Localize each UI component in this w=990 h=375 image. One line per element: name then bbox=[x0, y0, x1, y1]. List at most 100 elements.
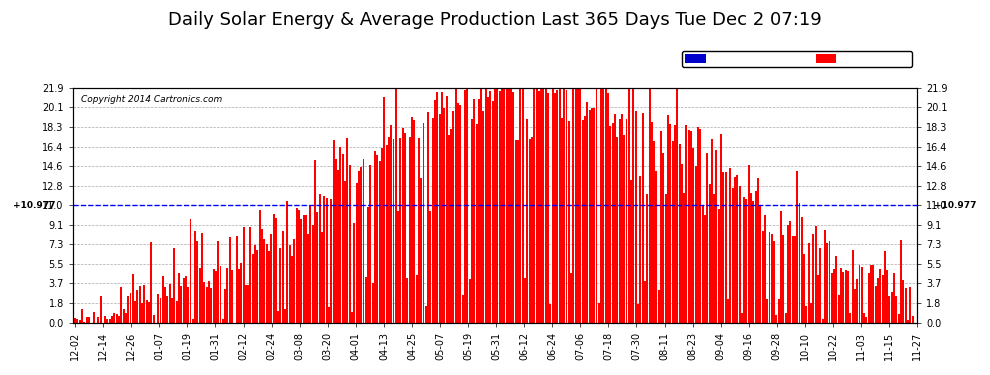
Bar bbox=[713, 194, 715, 323]
Bar bbox=[258, 210, 260, 323]
Bar bbox=[116, 314, 118, 323]
Bar bbox=[847, 271, 849, 323]
Bar bbox=[836, 256, 838, 323]
Bar bbox=[660, 131, 662, 323]
Bar bbox=[549, 304, 551, 323]
Bar bbox=[310, 204, 312, 323]
Bar bbox=[485, 88, 487, 323]
Bar bbox=[161, 276, 163, 323]
Bar bbox=[732, 188, 734, 323]
Bar bbox=[324, 196, 326, 323]
Bar bbox=[510, 89, 512, 323]
Bar bbox=[146, 300, 148, 323]
Bar bbox=[849, 312, 851, 323]
Bar bbox=[76, 320, 78, 323]
Bar bbox=[487, 97, 489, 323]
Bar bbox=[884, 251, 886, 323]
Bar bbox=[178, 273, 180, 323]
Bar bbox=[861, 267, 862, 323]
Bar bbox=[739, 186, 741, 323]
Bar bbox=[340, 147, 342, 323]
Bar bbox=[135, 300, 136, 323]
Text: +10.977: +10.977 bbox=[14, 201, 56, 210]
Bar bbox=[815, 226, 817, 323]
Bar bbox=[404, 133, 406, 323]
Bar bbox=[650, 122, 652, 323]
Bar bbox=[727, 299, 729, 323]
Bar bbox=[81, 309, 83, 323]
Bar bbox=[513, 92, 515, 323]
Bar bbox=[520, 88, 522, 323]
Bar bbox=[730, 168, 732, 323]
Bar bbox=[229, 237, 231, 323]
Bar bbox=[874, 286, 876, 323]
Bar bbox=[711, 139, 713, 323]
Bar bbox=[319, 194, 321, 323]
Bar bbox=[298, 210, 300, 323]
Bar bbox=[208, 280, 210, 323]
Bar bbox=[220, 266, 222, 323]
Bar bbox=[870, 265, 872, 323]
Bar bbox=[716, 150, 718, 323]
Bar bbox=[447, 135, 449, 323]
Bar bbox=[303, 215, 305, 323]
Bar bbox=[210, 288, 212, 323]
Bar bbox=[342, 154, 344, 323]
Bar bbox=[547, 93, 549, 323]
Bar bbox=[492, 101, 494, 323]
Bar bbox=[402, 128, 404, 323]
Bar bbox=[206, 287, 208, 323]
Bar bbox=[898, 314, 900, 323]
Bar bbox=[785, 313, 787, 323]
Bar bbox=[834, 269, 836, 323]
Bar bbox=[579, 88, 581, 323]
Bar bbox=[610, 126, 611, 323]
Bar bbox=[475, 124, 477, 323]
Bar bbox=[780, 211, 782, 323]
Bar bbox=[139, 286, 141, 323]
Bar bbox=[312, 225, 314, 323]
Bar bbox=[683, 193, 685, 323]
Bar bbox=[471, 120, 473, 323]
Bar bbox=[817, 275, 819, 323]
Bar bbox=[635, 111, 637, 323]
Bar bbox=[272, 214, 274, 323]
Bar bbox=[482, 111, 484, 323]
Bar bbox=[605, 88, 607, 323]
Bar bbox=[718, 209, 720, 323]
Bar bbox=[773, 241, 775, 323]
Bar bbox=[775, 315, 777, 323]
Bar bbox=[406, 278, 408, 323]
Bar bbox=[189, 219, 191, 323]
Bar bbox=[107, 319, 109, 323]
Bar bbox=[118, 316, 120, 323]
Bar bbox=[328, 307, 330, 323]
Bar bbox=[912, 316, 914, 323]
Bar bbox=[841, 268, 842, 323]
Bar bbox=[395, 88, 397, 323]
Bar bbox=[554, 93, 556, 323]
Bar bbox=[164, 287, 166, 323]
Bar bbox=[646, 194, 648, 323]
Bar bbox=[637, 304, 639, 323]
Bar bbox=[879, 269, 881, 323]
Bar bbox=[243, 227, 245, 323]
Bar bbox=[468, 279, 470, 323]
Bar bbox=[563, 88, 565, 323]
Bar bbox=[681, 164, 683, 323]
Bar bbox=[674, 125, 676, 323]
Bar bbox=[97, 317, 99, 323]
Bar bbox=[413, 120, 415, 323]
Bar bbox=[279, 248, 281, 323]
Bar bbox=[372, 283, 373, 323]
Bar bbox=[261, 229, 263, 323]
Bar bbox=[750, 193, 752, 323]
Bar bbox=[702, 205, 704, 323]
Bar bbox=[489, 90, 491, 323]
Bar bbox=[388, 136, 390, 323]
Bar bbox=[792, 236, 794, 323]
Bar bbox=[534, 88, 536, 323]
Bar bbox=[194, 231, 196, 323]
Bar bbox=[799, 203, 801, 323]
Bar bbox=[282, 231, 284, 323]
